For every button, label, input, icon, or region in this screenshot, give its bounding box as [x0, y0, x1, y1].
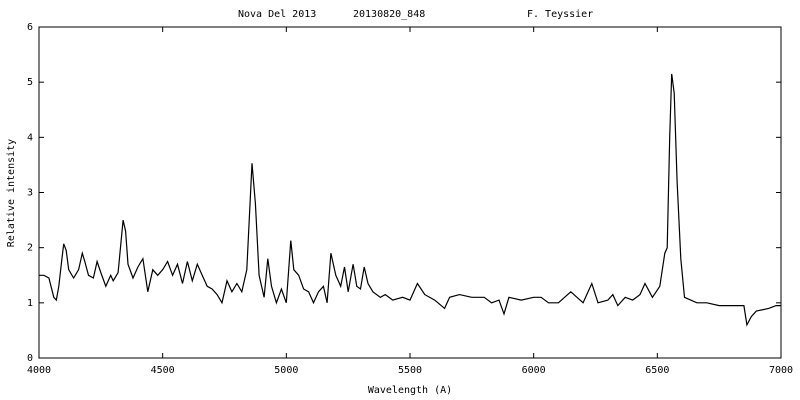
- y-axis-label: Relative intensity: [6, 139, 17, 247]
- y-tick-label: 5: [27, 77, 33, 88]
- x-tick-label: 6000: [522, 365, 546, 376]
- y-tick-label: 4: [27, 132, 33, 143]
- x-tick-label: 4000: [27, 365, 51, 376]
- x-tick-label: 5500: [398, 365, 422, 376]
- y-tick-label: 2: [27, 243, 33, 254]
- title-name: Nova Del 2013: [238, 9, 316, 20]
- x-tick-label: 5000: [274, 365, 298, 376]
- y-tick-label: 3: [27, 188, 33, 199]
- x-tick-label: 6500: [645, 365, 669, 376]
- y-tick-label: 6: [27, 22, 33, 33]
- y-tick-label: 0: [27, 353, 33, 364]
- spectrum-line: [39, 73, 781, 327]
- x-axis-label: Wavelength (A): [368, 385, 452, 396]
- y-tick-label: 1: [27, 298, 33, 309]
- x-tick-label: 4500: [151, 365, 175, 376]
- title-id: 20130820_848: [353, 9, 425, 20]
- x-tick-label: 7000: [769, 365, 793, 376]
- title-author: F. Teyssier: [527, 9, 593, 20]
